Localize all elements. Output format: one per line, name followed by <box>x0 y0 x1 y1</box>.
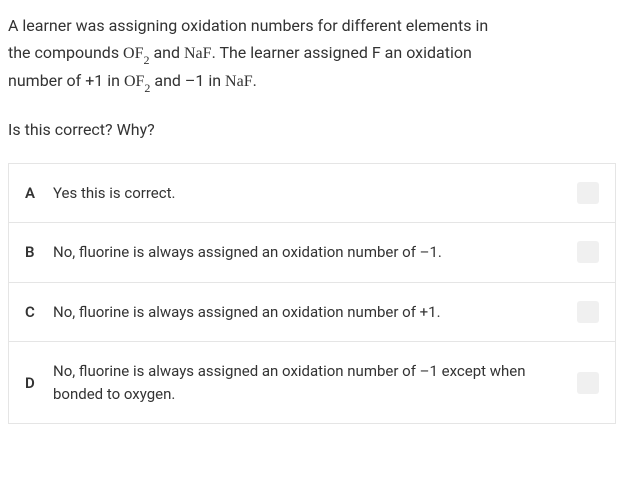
formula-of2-second: OF2 <box>124 68 150 95</box>
option-letter: C <box>25 303 53 321</box>
formula-of-sub-2: 2 <box>144 81 150 95</box>
option-text: No, fluorine is always assigned an oxida… <box>53 241 577 264</box>
formula-of-main-2: OF <box>124 73 144 90</box>
option-letter: B <box>25 243 53 261</box>
question-line3-part2: and –1 in <box>150 71 225 90</box>
question-line2-part1: the compounds <box>8 43 123 62</box>
option-checkbox[interactable] <box>577 241 599 263</box>
option-text: No, fluorine is always assigned an oxida… <box>53 301 577 324</box>
question-line3-part3: . <box>253 71 257 90</box>
question-line2-part3: . The learner assigned F an oxidation <box>212 43 472 62</box>
options-container: A Yes this is correct. B No, fluorine is… <box>8 163 616 425</box>
option-row-c[interactable]: C No, fluorine is always assigned an oxi… <box>9 283 615 343</box>
question-line3-part1: number of +1 in <box>8 71 124 90</box>
formula-of-sub: 2 <box>144 53 150 67</box>
option-letter: A <box>25 184 53 202</box>
option-letter: D <box>25 374 53 392</box>
formula-of2-first: OF2 <box>123 40 149 67</box>
question-line1: A learner was assigning oxidation number… <box>8 16 488 35</box>
option-checkbox[interactable] <box>577 182 599 204</box>
option-checkbox[interactable] <box>577 372 599 394</box>
question-prompt: Is this correct? Why? <box>8 120 608 139</box>
option-text: No, fluorine is always assigned an oxida… <box>53 360 577 405</box>
question-container: A learner was assigning oxidation number… <box>0 0 624 139</box>
question-stem: A learner was assigning oxidation number… <box>8 12 608 96</box>
option-text: Yes this is correct. <box>53 182 577 205</box>
option-checkbox[interactable] <box>577 301 599 323</box>
option-row-d[interactable]: D No, fluorine is always assigned an oxi… <box>9 342 615 423</box>
formula-naf-first: NaF <box>184 45 212 62</box>
question-line2-part2: and <box>150 43 185 62</box>
formula-of-main: OF <box>123 45 143 62</box>
option-row-a[interactable]: A Yes this is correct. <box>9 164 615 224</box>
option-row-b[interactable]: B No, fluorine is always assigned an oxi… <box>9 223 615 283</box>
formula-naf-second: NaF <box>225 73 253 90</box>
